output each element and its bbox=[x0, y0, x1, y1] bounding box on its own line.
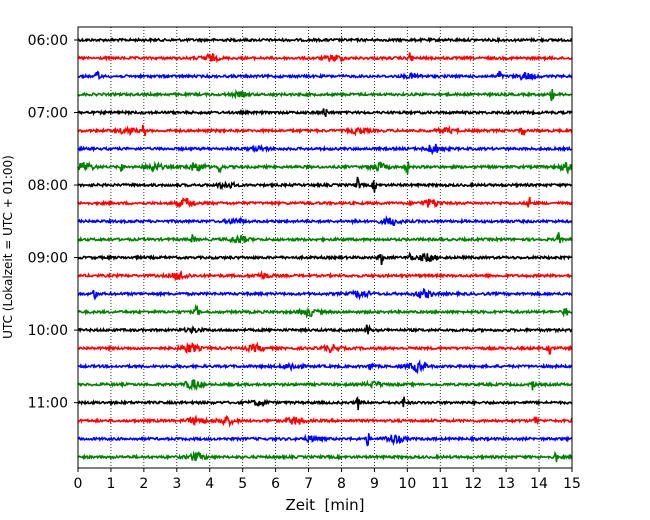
x-tick-label: 9 bbox=[370, 476, 379, 492]
trace-1145 bbox=[77, 450, 573, 463]
trace-0745 bbox=[77, 160, 573, 175]
seismogram-traces bbox=[77, 36, 573, 463]
x-tick-label: 11 bbox=[431, 476, 449, 492]
x-tick-label: 1 bbox=[106, 476, 115, 492]
x-tick-label: 12 bbox=[464, 476, 482, 492]
trace-0815 bbox=[77, 196, 573, 209]
x-axis-ticks: 0 1 2 3 4 5 6 7 8 9 10 11 12 13 14 15 bbox=[74, 468, 581, 492]
trace-0600 bbox=[77, 36, 573, 44]
x-tick-label: 7 bbox=[304, 476, 313, 492]
trace-0730 bbox=[77, 143, 573, 156]
y-tick-label: 09:00 bbox=[28, 251, 68, 267]
x-axis-label: Zeit [min] bbox=[285, 496, 364, 514]
x-tick-label: 6 bbox=[271, 476, 280, 492]
x-tick-label: 3 bbox=[172, 476, 181, 492]
y-tick-label: 07:00 bbox=[28, 106, 68, 122]
trace-0645 bbox=[77, 88, 573, 102]
y-tick-label: 10:00 bbox=[28, 323, 68, 339]
x-tick-label: 0 bbox=[74, 476, 83, 492]
x-tick-label: 10 bbox=[398, 476, 416, 492]
x-tick-label: 4 bbox=[205, 476, 214, 492]
x-tick-label: 2 bbox=[139, 476, 148, 492]
y-tick-label: 11:00 bbox=[28, 396, 68, 412]
trace-0830 bbox=[77, 214, 573, 227]
x-tick-label: 13 bbox=[497, 476, 515, 492]
trace-0700 bbox=[77, 108, 573, 118]
trace-0900 bbox=[77, 251, 573, 266]
trace-0930 bbox=[77, 287, 573, 301]
y-tick-label: 08:00 bbox=[28, 178, 68, 194]
trace-1000 bbox=[77, 323, 573, 335]
trace-0615 bbox=[77, 52, 573, 64]
plot-frame bbox=[77, 26, 573, 469]
trace-1045 bbox=[77, 379, 573, 392]
trace-1130 bbox=[77, 433, 573, 447]
x-tick-label: 8 bbox=[337, 476, 346, 492]
trace-1100 bbox=[77, 396, 573, 411]
x-tick-label: 5 bbox=[238, 476, 247, 492]
trace-0845 bbox=[77, 232, 573, 244]
trace-1015 bbox=[77, 341, 573, 355]
trace-1030 bbox=[77, 359, 573, 375]
trace-0630 bbox=[77, 70, 573, 81]
x-tick-label: 15 bbox=[563, 476, 581, 492]
y-axis-ticks: 06:00 07:00 08:00 09:00 10:00 11:00 bbox=[28, 33, 78, 412]
trace-0715 bbox=[77, 124, 573, 137]
x-tick-label: 14 bbox=[530, 476, 548, 492]
y-tick-label: 06:00 bbox=[28, 33, 68, 49]
trace-0945 bbox=[77, 303, 573, 319]
trace-1115 bbox=[77, 414, 573, 428]
trace-0915 bbox=[77, 269, 573, 282]
y-axis-label: UTC (Lokalzeit = UTC + 01:00) bbox=[1, 155, 15, 339]
trace-0800 bbox=[77, 176, 573, 193]
